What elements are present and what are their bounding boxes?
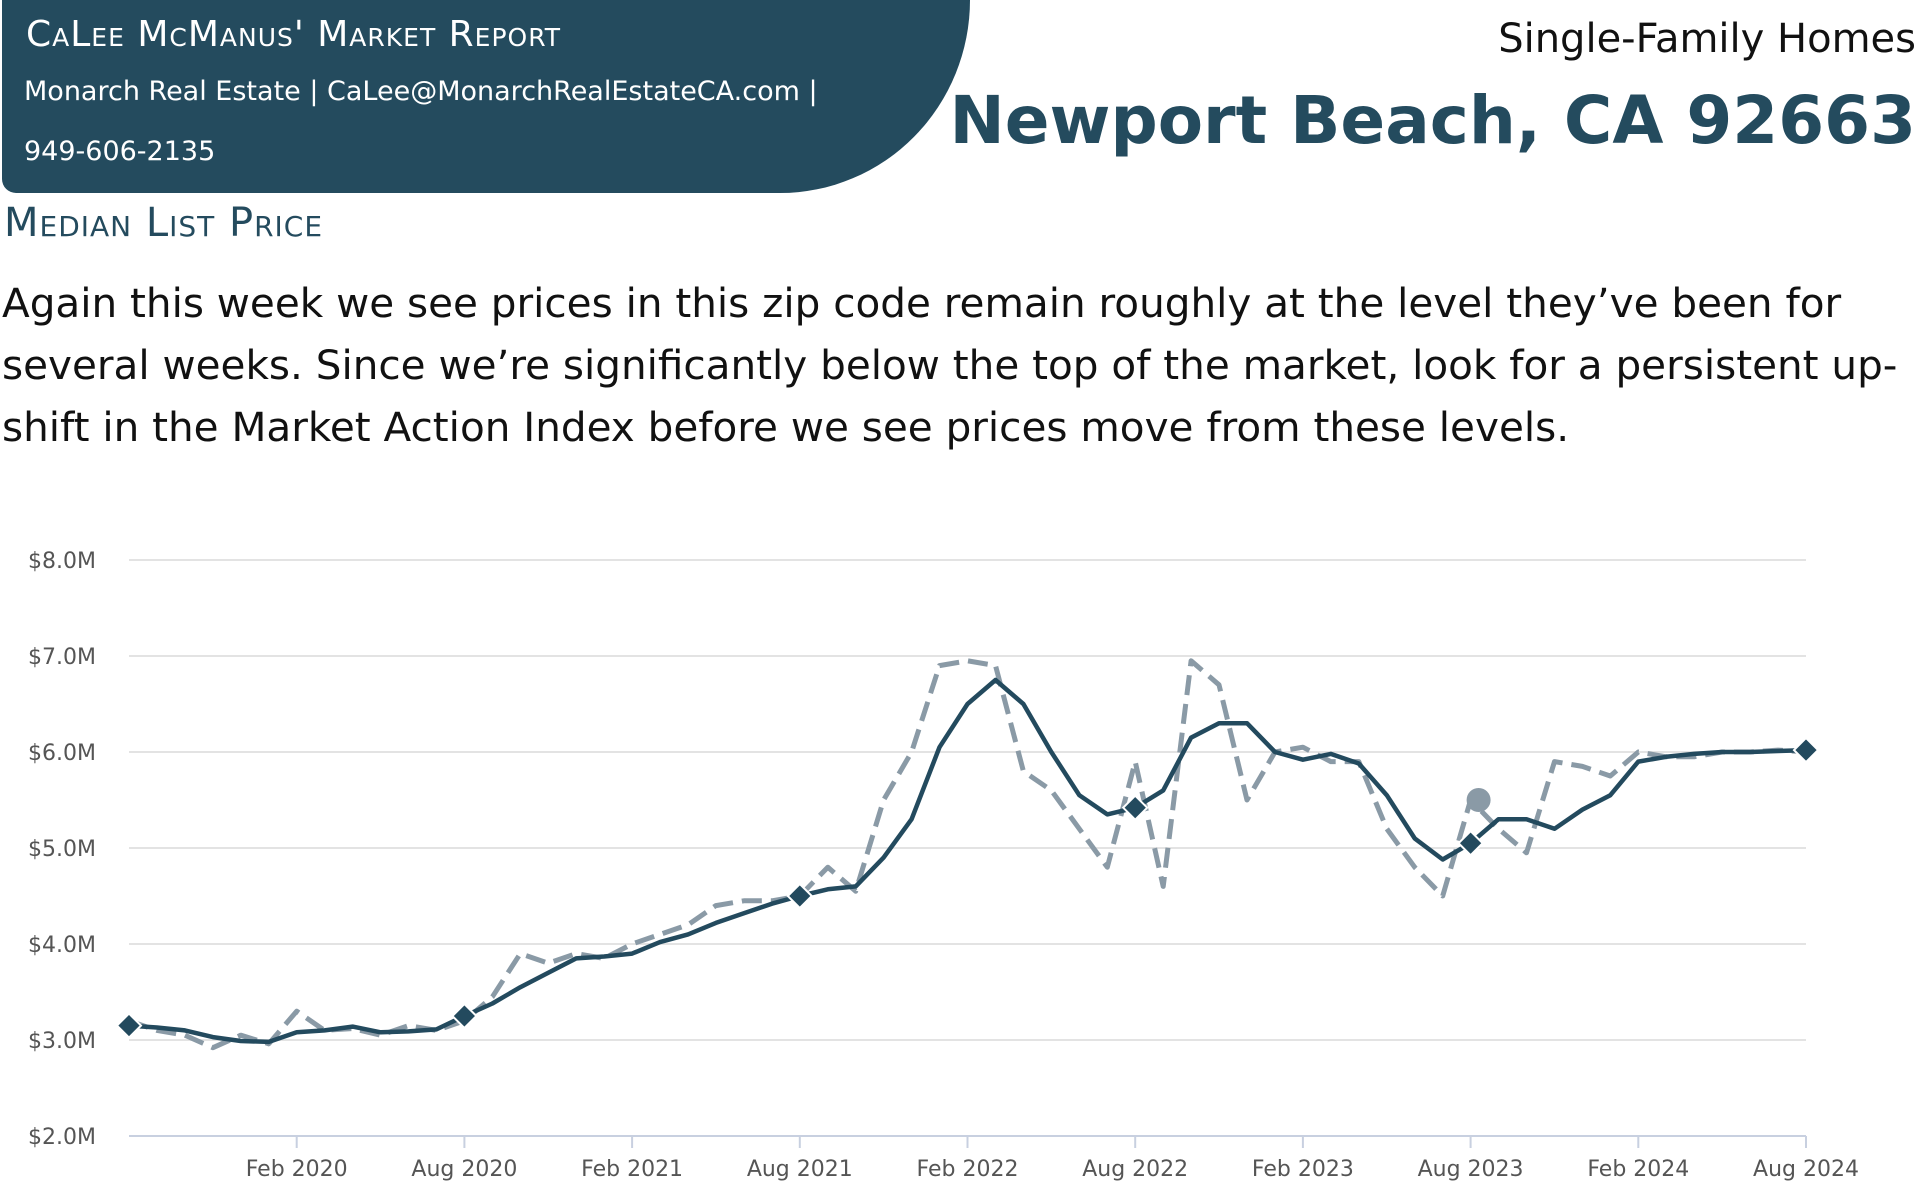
year-marker xyxy=(1457,829,1485,857)
y-tick-label: $3.0M xyxy=(28,1029,96,1054)
weekly-line xyxy=(128,658,1807,1051)
header-banner: CaLee McManus' Market Report Monarch Rea… xyxy=(2,0,970,193)
section-title: Median List Price xyxy=(4,200,324,246)
x-tick-label: Aug 2021 xyxy=(747,1157,853,1182)
x-tick-label: Aug 2020 xyxy=(411,1157,517,1182)
y-tick-label: $4.0M xyxy=(28,933,96,958)
rolling-average-line xyxy=(128,677,1807,1045)
x-tick-label: Aug 2022 xyxy=(1082,1157,1188,1182)
location: Newport Beach, CA 92663 xyxy=(949,82,1916,159)
report-title: CaLee McManus' Market Report xyxy=(26,14,562,55)
commentary: Again this week we see prices in this zi… xyxy=(2,279,1898,451)
x-tick-label: Aug 2024 xyxy=(1753,1157,1859,1182)
year-marker xyxy=(786,882,814,910)
x-tick-label: Feb 2024 xyxy=(1587,1157,1689,1182)
contact-line: 949-606-2135 xyxy=(24,136,216,167)
year-marker xyxy=(115,1012,143,1040)
y-tick-label: $8.0M xyxy=(28,549,96,574)
y-tick-label: $2.0M xyxy=(28,1125,96,1150)
y-tick-label: $5.0M xyxy=(28,837,96,862)
x-tick-label: Feb 2021 xyxy=(581,1157,683,1182)
year-marker xyxy=(450,1002,478,1030)
x-tick-label: Feb 2023 xyxy=(1252,1157,1354,1182)
x-tick-label: Aug 2023 xyxy=(1418,1157,1524,1182)
contact-line: Monarch Real Estate | CaLee@MonarchRealE… xyxy=(24,76,818,107)
year-marker xyxy=(1792,736,1820,764)
highlight-point xyxy=(1466,788,1491,812)
property-type: Single-Family Homes xyxy=(1498,16,1916,62)
x-tick-label: Feb 2020 xyxy=(246,1157,348,1182)
y-tick-label: $6.0M xyxy=(28,741,96,766)
x-tick-label: Feb 2022 xyxy=(917,1157,1019,1182)
year-marker xyxy=(1121,794,1149,822)
y-tick-label: $7.0M xyxy=(28,645,96,670)
